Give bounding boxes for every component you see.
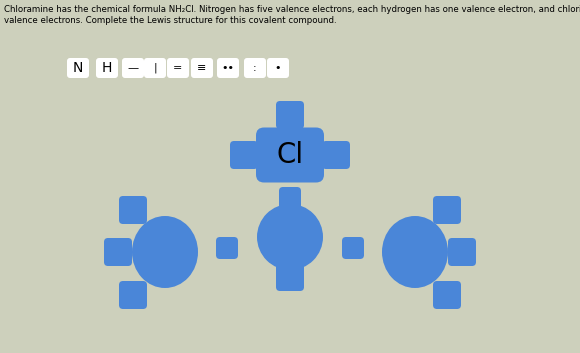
Text: —: — <box>128 63 139 73</box>
FancyBboxPatch shape <box>96 58 118 78</box>
Text: Chloramine has the chemical formula NH₂Cl. Nitrogen has five valence electrons, : Chloramine has the chemical formula NH₂C… <box>4 5 580 14</box>
FancyBboxPatch shape <box>448 238 476 266</box>
Text: •: • <box>275 63 281 73</box>
FancyBboxPatch shape <box>119 196 147 224</box>
FancyBboxPatch shape <box>256 127 324 183</box>
Ellipse shape <box>132 216 198 288</box>
Text: :: : <box>253 63 257 73</box>
Ellipse shape <box>382 216 448 288</box>
Text: N: N <box>73 61 83 75</box>
FancyBboxPatch shape <box>342 237 364 259</box>
FancyBboxPatch shape <box>104 238 132 266</box>
FancyBboxPatch shape <box>67 58 89 78</box>
FancyBboxPatch shape <box>191 58 213 78</box>
FancyBboxPatch shape <box>276 263 304 291</box>
FancyBboxPatch shape <box>244 58 266 78</box>
FancyBboxPatch shape <box>119 281 147 309</box>
FancyBboxPatch shape <box>216 237 238 259</box>
Text: Cl: Cl <box>277 141 303 169</box>
FancyBboxPatch shape <box>276 101 304 129</box>
FancyBboxPatch shape <box>122 58 144 78</box>
FancyBboxPatch shape <box>230 141 258 169</box>
Text: ••: •• <box>222 63 234 73</box>
FancyBboxPatch shape <box>322 141 350 169</box>
FancyBboxPatch shape <box>267 58 289 78</box>
FancyBboxPatch shape <box>144 58 166 78</box>
FancyBboxPatch shape <box>433 196 461 224</box>
Text: =: = <box>173 63 183 73</box>
Text: H: H <box>102 61 112 75</box>
Ellipse shape <box>257 204 323 270</box>
FancyBboxPatch shape <box>167 58 189 78</box>
Text: valence electrons. Complete the Lewis structure for this covalent compound.: valence electrons. Complete the Lewis st… <box>4 16 336 25</box>
Text: ≡: ≡ <box>197 63 206 73</box>
FancyBboxPatch shape <box>217 58 239 78</box>
FancyBboxPatch shape <box>433 281 461 309</box>
Text: |: | <box>153 63 157 73</box>
FancyBboxPatch shape <box>279 187 301 209</box>
